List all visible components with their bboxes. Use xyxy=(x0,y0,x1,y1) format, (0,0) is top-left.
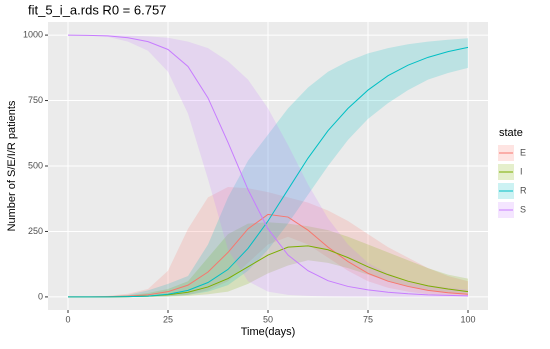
ribbon xyxy=(68,186,468,297)
legend-label: S xyxy=(520,204,526,214)
ribbon xyxy=(68,35,468,297)
y-axis-label: Number of S/E/I/R patients xyxy=(6,100,18,231)
legend-label: E xyxy=(520,147,526,157)
ribbon xyxy=(68,38,468,297)
legend-label: R xyxy=(520,185,527,195)
x-tick-label: 100 xyxy=(460,314,475,324)
line xyxy=(67,34,469,297)
y-tick-label: 1000 xyxy=(23,29,43,39)
chart-title: fit_5_i_a.rds R0 = 6.757 xyxy=(28,2,166,17)
x-tick-label: 75 xyxy=(363,314,373,324)
line xyxy=(68,213,469,298)
line xyxy=(68,46,469,298)
x-axis-label: Time(days) xyxy=(241,326,296,338)
x-tick-label: 50 xyxy=(263,314,273,324)
y-tick-label: 250 xyxy=(28,226,43,236)
legend-title: state xyxy=(499,127,523,139)
x-tick-label: 0 xyxy=(65,314,70,324)
legend-label: I xyxy=(520,166,523,176)
ribbon xyxy=(68,222,468,297)
x-tick-label: 25 xyxy=(163,314,173,324)
y-tick-label: 0 xyxy=(38,291,43,301)
y-tick-label: 500 xyxy=(28,160,43,170)
y-tick-label: 750 xyxy=(28,95,43,105)
